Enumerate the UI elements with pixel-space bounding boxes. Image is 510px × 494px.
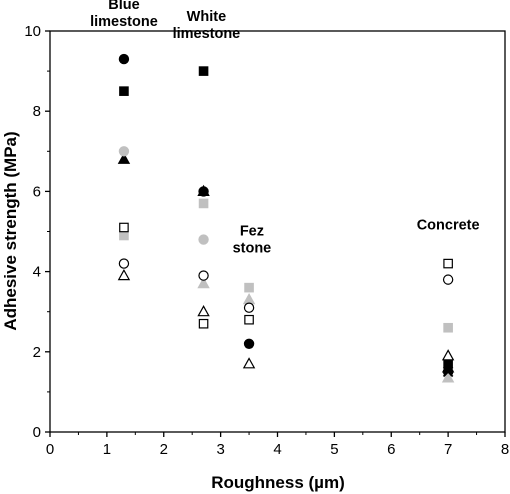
x-tick-label: 3	[216, 441, 224, 458]
y-tick-label: 6	[33, 183, 41, 200]
data-point-square	[119, 86, 129, 96]
data-point-square	[443, 322, 453, 333]
data-point-circle	[198, 234, 209, 245]
data-point-circle	[118, 258, 130, 269]
group-label-line: limestone	[173, 26, 241, 42]
group-label-line: Concrete	[417, 218, 480, 234]
group-label-line: White	[187, 9, 226, 25]
data-point-circle	[243, 302, 255, 313]
data-point-square	[119, 230, 129, 241]
y-tick-label: 0	[33, 424, 41, 441]
y-axis-label: Adhesive strength (MPa)	[1, 131, 20, 330]
group-label-line: limestone	[90, 14, 158, 30]
x-tick-label: 5	[330, 441, 338, 458]
y-axis-ticks: 0 2 4 6 8 10	[24, 23, 50, 441]
data-point-circle	[118, 146, 130, 157]
y-tick-label: 2	[33, 344, 41, 361]
data-point-triangle	[197, 184, 210, 196]
x-tick-label: 8	[501, 441, 509, 458]
data-point-x	[442, 366, 454, 378]
data-point-triangle	[242, 357, 256, 369]
data-point-square	[198, 198, 209, 209]
data-point-square	[119, 222, 129, 233]
data-point-triangle	[441, 371, 455, 383]
data-markers	[117, 53, 455, 383]
data-point-triangle	[197, 305, 210, 317]
x-tick-label: 4	[273, 441, 281, 458]
data-point-square	[244, 314, 254, 325]
group-label-line: Blue	[108, 0, 139, 13]
data-point-square	[443, 258, 453, 269]
data-point-triangle	[117, 268, 131, 281]
data-point-square	[198, 318, 209, 329]
x-tick-label: 2	[160, 441, 168, 458]
data-point-circle	[243, 338, 255, 349]
group-label: Fez stone	[233, 224, 272, 257]
data-point-square	[244, 282, 254, 293]
group-label-line: stone	[233, 241, 272, 257]
data-point-circle	[442, 274, 454, 285]
x-tick-label: 6	[387, 441, 395, 458]
group-label: Concrete	[417, 218, 480, 234]
x-tick-label: 0	[46, 441, 54, 458]
data-point-circle	[198, 270, 209, 281]
x-tick-label: 1	[103, 441, 111, 458]
x-axis-ticks: 0 1 2 3 4 5 6 7 8	[46, 432, 509, 458]
y-tick-label: 10	[24, 23, 41, 40]
group-label: Blue limestone	[90, 0, 158, 30]
data-point-triangle	[197, 276, 210, 289]
y-tick-label: 4	[33, 264, 41, 281]
data-point-triangle	[441, 349, 455, 361]
group-label-line: Fez	[240, 224, 264, 240]
x-axis-label: Roughness (µm)	[211, 473, 345, 492]
data-point-circle	[118, 53, 130, 65]
data-point-square	[198, 66, 209, 76]
y-tick-label: 8	[33, 103, 41, 120]
group-label: White limestone	[173, 9, 241, 42]
data-point-triangle	[117, 152, 131, 164]
data-point-triangle	[242, 293, 256, 305]
x-tick-label: 7	[444, 441, 452, 458]
